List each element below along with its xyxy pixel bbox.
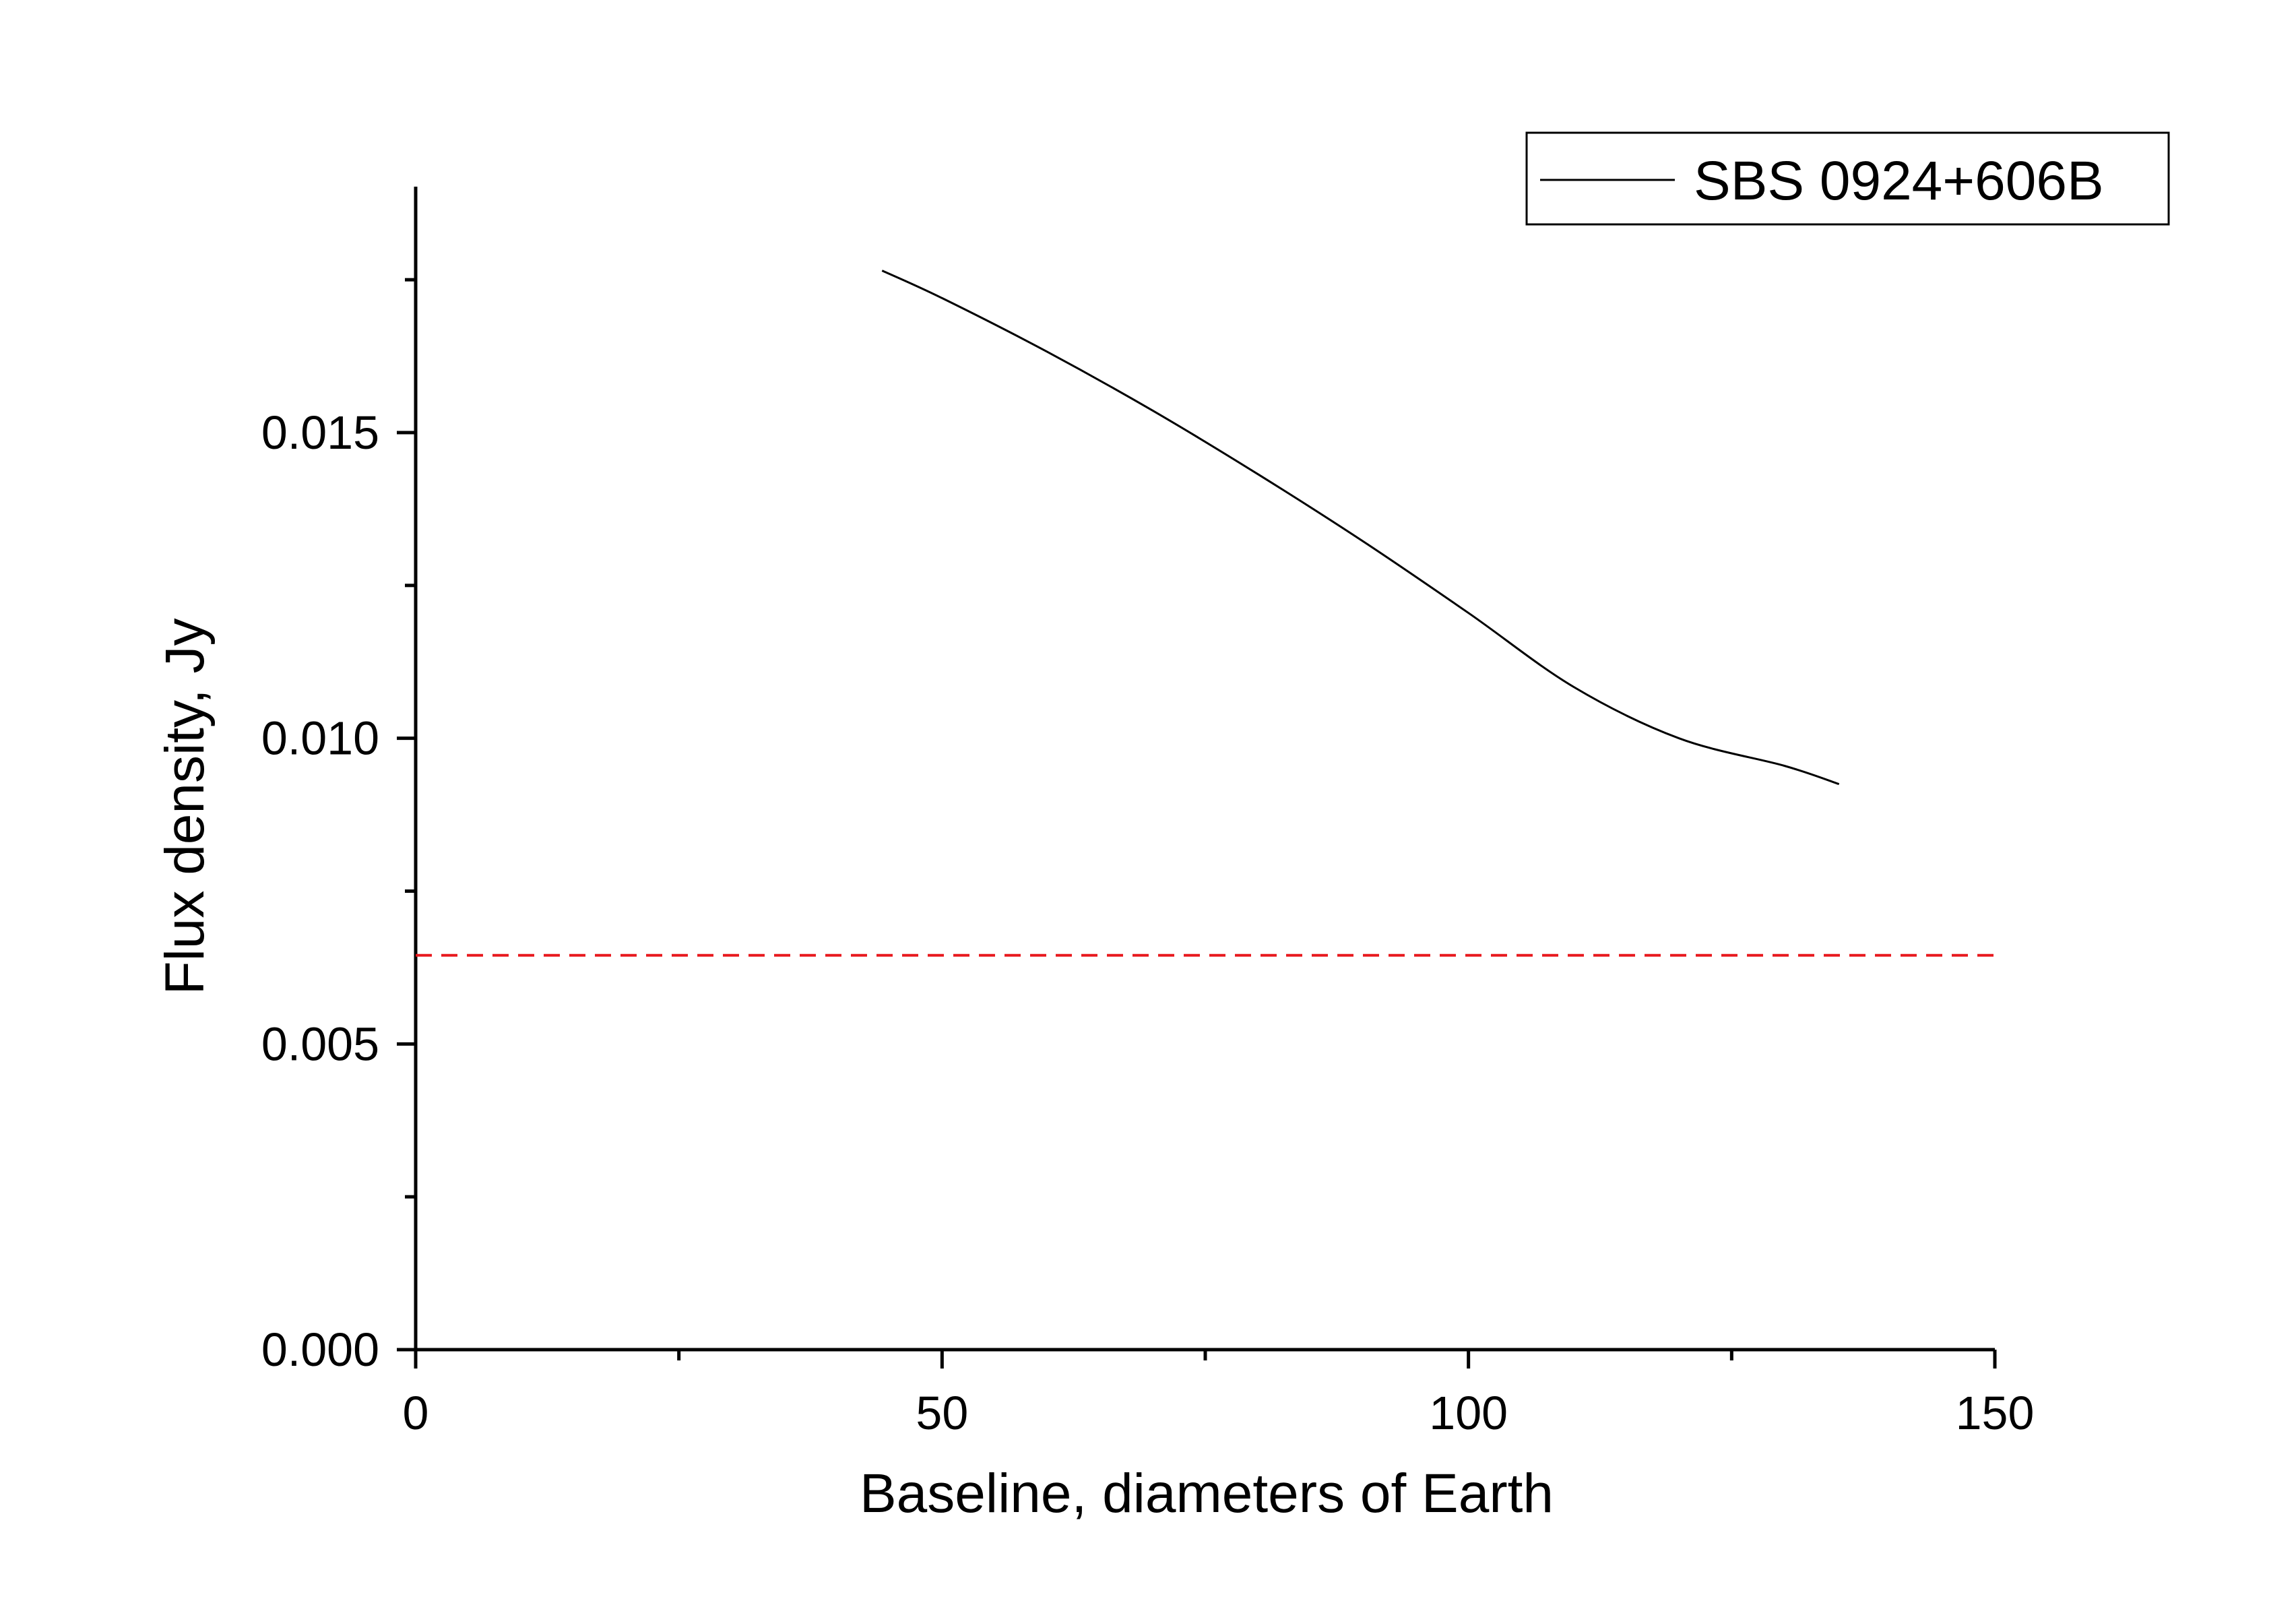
- y-tick-label: 0.000: [261, 1323, 379, 1376]
- legend: SBS 0924+606B: [1525, 131, 2170, 226]
- legend-entry-sbs-0924-606b: SBS 0924+606B: [1694, 150, 2104, 212]
- x-tick-label: 0: [403, 1387, 429, 1439]
- plot-area: 0 50 100 150 0.000 0.005 0.010 0.015: [261, 187, 2035, 1439]
- y-tick-label: 0.015: [261, 406, 379, 459]
- legend-box: [1525, 131, 2170, 226]
- x-axis-label: Baseline, diameters of Earth: [860, 1463, 1554, 1524]
- y-tick-label: 0.005: [261, 1017, 379, 1070]
- x-tick-label: 150: [1956, 1387, 2035, 1439]
- y-tick-label: 0.010: [261, 712, 379, 765]
- series-line-sbs-0924-606b: [881, 270, 1840, 786]
- y-axis-ticks: 0.000 0.005 0.010 0.015: [261, 278, 416, 1376]
- x-tick-label: 50: [916, 1387, 968, 1439]
- y-axis-label: Flux density, Jy: [154, 619, 216, 995]
- series-lines: [881, 270, 1840, 786]
- x-tick-label: 100: [1429, 1387, 1508, 1439]
- x-axis-ticks: 0 50 100 150: [403, 1350, 2035, 1439]
